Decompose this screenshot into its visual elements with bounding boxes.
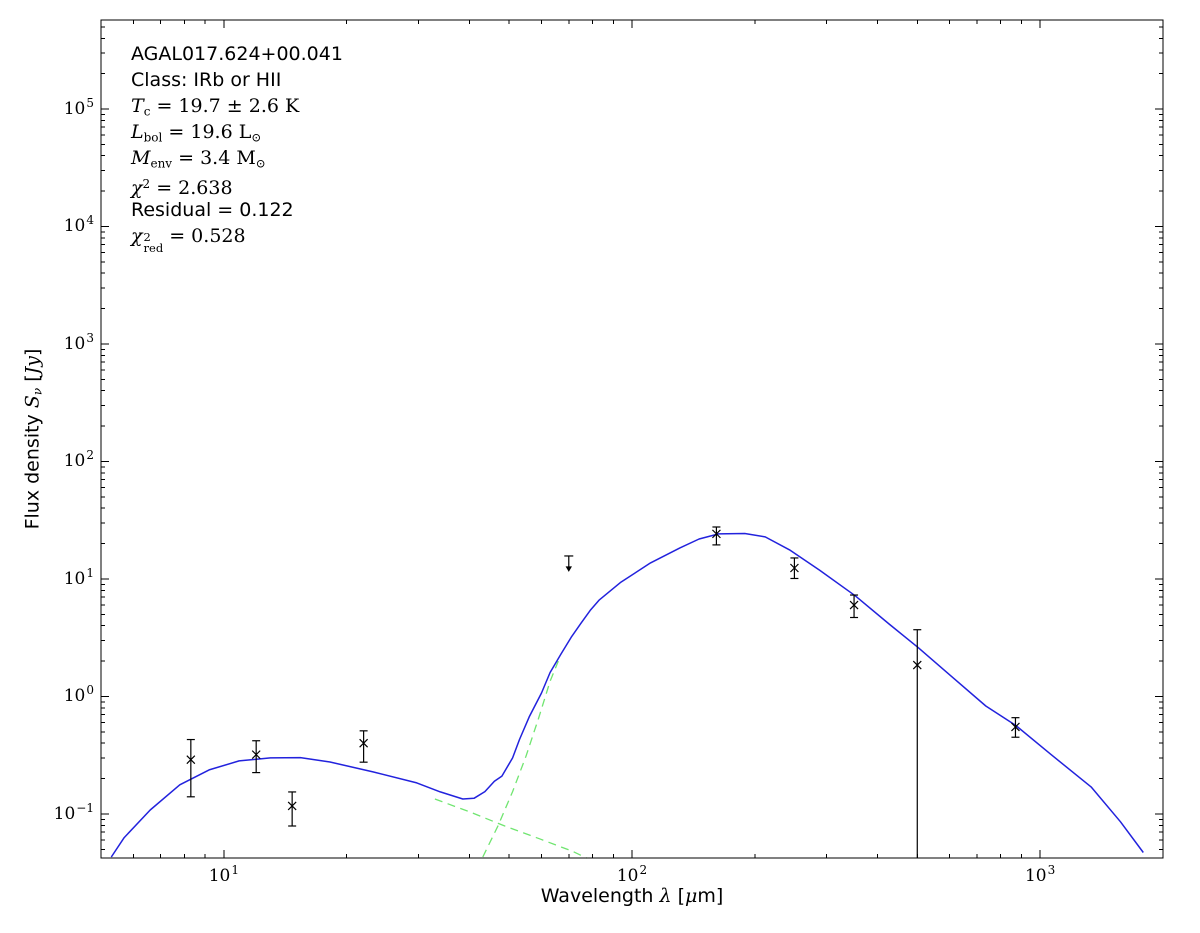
y-tick-label: 104 <box>63 213 94 237</box>
data-point <box>186 738 196 798</box>
y-tick-label: 103 <box>63 330 94 354</box>
axis-ticks <box>101 20 1163 858</box>
x-tick-label: 101 <box>208 863 239 886</box>
annotation-line: χ 2 red = 0.528 <box>131 225 246 255</box>
data-point <box>849 594 859 619</box>
data-point <box>251 740 261 774</box>
data-point <box>1011 717 1020 738</box>
annotation-line: Tc = 19.7 ± 2.6 K <box>131 95 300 119</box>
data-point <box>711 526 721 546</box>
data-points <box>186 526 1020 858</box>
y-tick-label: 100 <box>63 683 94 707</box>
data-point <box>287 791 297 827</box>
annotation-line: Menv = 3.4 M⊙ <box>131 147 266 171</box>
model-total-curve <box>110 532 1144 858</box>
component-cold-curve <box>482 660 559 858</box>
data-point <box>912 629 922 858</box>
y-tick-label: 105 <box>63 95 94 119</box>
y-tick-label: 102 <box>63 448 94 472</box>
data-point <box>789 557 799 580</box>
plot-border <box>100 19 1164 859</box>
annotation-block: AGAL017.624+00.041 Class: IRb or HII Tc = … <box>131 41 343 255</box>
annotation-line: χ2 = 2.638 <box>131 177 233 199</box>
y-tick-label: 101 <box>63 565 94 589</box>
y-axis-label: Flux density Sν [Jy] <box>21 348 45 530</box>
x-tick-label: 102 <box>616 863 648 886</box>
annotation-line: Class: IRb or HII <box>131 69 282 91</box>
annotation-line: Residual = 0.122 <box>131 199 294 221</box>
x-tick-label: 103 <box>1024 863 1056 886</box>
component-warm-curve <box>434 798 588 859</box>
annotation-line: AGAL017.624+00.041 <box>131 43 343 65</box>
annotation-line: Lbol = 19.6 L⊙ <box>131 121 262 145</box>
upper-limit-arrow <box>564 555 574 572</box>
x-axis-label: Wavelength λ [μm] <box>540 885 724 907</box>
data-point <box>359 730 369 763</box>
y-tick-label: 10−1 <box>53 800 94 824</box>
